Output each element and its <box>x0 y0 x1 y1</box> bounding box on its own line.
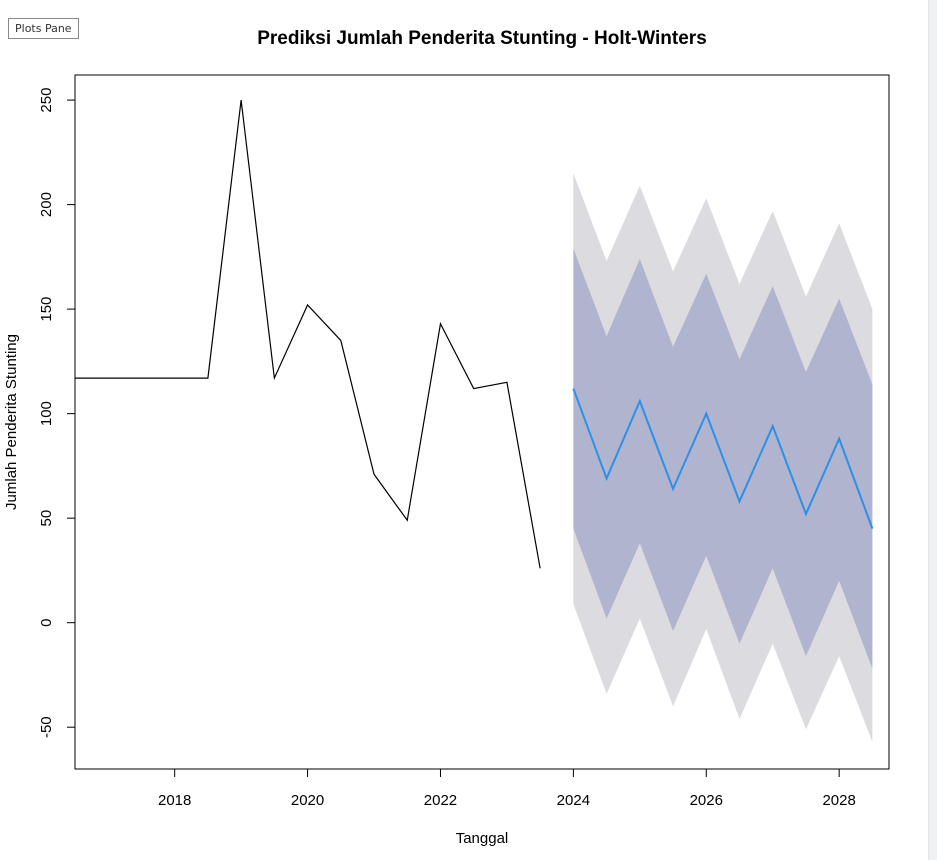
x-tick-label: 2028 <box>822 792 855 809</box>
plots-pane-button[interactable]: Plots Pane <box>8 18 79 39</box>
y-tick-label: 0 <box>38 619 55 627</box>
y-axis: -50 0 50 100 150 200 250 <box>38 88 75 738</box>
plot-frame <box>74 74 890 770</box>
x-tick-label: 2026 <box>690 792 723 809</box>
chart-title: Prediksi Jumlah Penderita Stunting - Hol… <box>257 28 707 49</box>
observed-series-line <box>75 100 541 569</box>
x-axis-label: Tanggal <box>456 830 509 847</box>
x-tick-label: 2022 <box>424 792 457 809</box>
x-tick-label: 2020 <box>291 792 324 809</box>
y-tick-label: 100 <box>38 401 55 426</box>
y-tick-label: 150 <box>38 297 55 322</box>
forecast-series-line <box>572 388 874 529</box>
y-tick-label: 50 <box>38 510 55 527</box>
y-axis-label: Jumlah Penderita Stunting <box>3 334 20 510</box>
y-tick-label: 200 <box>38 192 55 217</box>
y-tick-label: 250 <box>38 88 55 113</box>
x-tick-label: 2024 <box>557 792 590 809</box>
x-tick-label: 2018 <box>158 792 191 809</box>
x-axis: 2018 2020 2022 2024 2026 2028 <box>158 769 856 809</box>
y-tick-label: -50 <box>38 716 55 738</box>
series-lines <box>75 100 874 569</box>
right-scrollbar[interactable] <box>928 0 937 860</box>
